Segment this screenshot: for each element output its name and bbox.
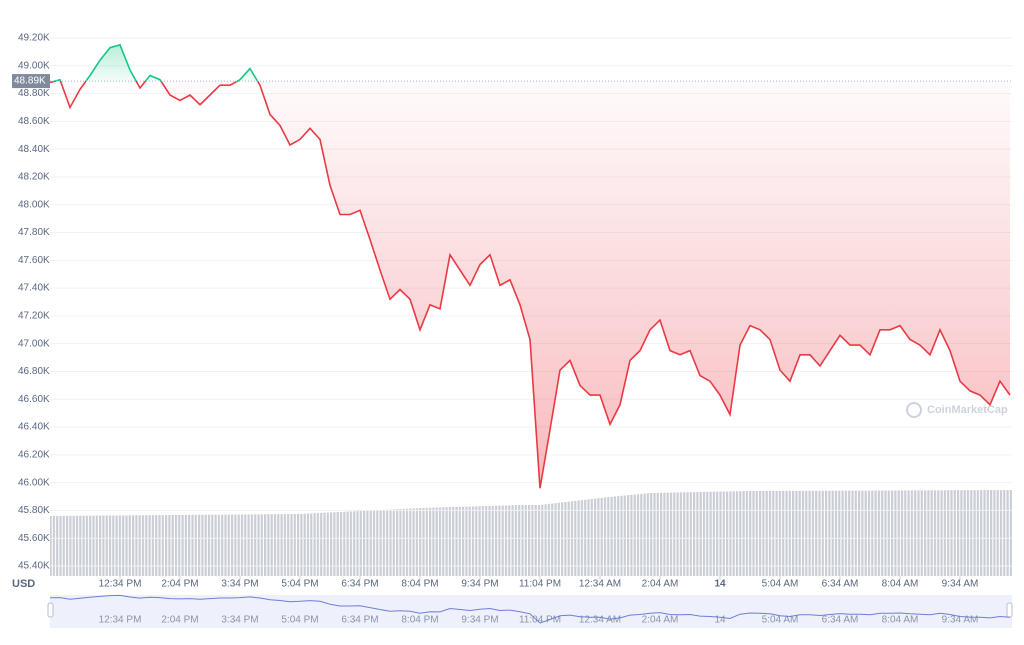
y-tick-label: 48.60K (18, 116, 50, 127)
navigator-label: 6:34 PM (341, 615, 378, 626)
y-tick-label: 46.40K (18, 422, 50, 433)
y-tick-label: 46.20K (18, 449, 50, 460)
x-tick-label: 12:34 AM (579, 579, 621, 590)
navigator-label: 8:04 AM (882, 615, 919, 626)
y-tick-label: 48.40K (18, 144, 50, 155)
watermark: CoinMarketCap (906, 402, 1008, 418)
x-tick-label: 6:34 AM (822, 579, 859, 590)
y-tick-label: 47.40K (18, 283, 50, 294)
navigator-label: 9:34 PM (461, 615, 498, 626)
navigator-label: 12:34 PM (99, 615, 142, 626)
navigator (50, 595, 1012, 628)
navigator-label: 5:04 PM (281, 615, 318, 626)
x-tick-label: 5:04 AM (762, 579, 799, 590)
y-tick-label: 47.80K (18, 227, 50, 238)
y-tick-label: 46.00K (18, 477, 50, 488)
navigator-label: 2:04 PM (161, 615, 198, 626)
x-tick-label: 5:04 PM (281, 579, 318, 590)
reference-badge (12, 74, 50, 89)
navigator-handle[interactable] (1006, 602, 1013, 618)
x-tick-label: 3:34 PM (221, 579, 258, 590)
y-tick-label: 45.40K (18, 561, 50, 572)
y-tick-label: 46.80K (18, 366, 50, 377)
y-tick-label: 46.60K (18, 394, 50, 405)
x-tick-label: 8:04 AM (882, 579, 919, 590)
x-tick-label: 6:34 PM (341, 579, 378, 590)
navigator-label: 5:04 AM (762, 615, 799, 626)
y-tick-label: 45.80K (18, 505, 50, 516)
navigator-label: 14 (714, 615, 726, 626)
navigator-handle[interactable] (47, 602, 54, 618)
navigator-label: 12:34 AM (579, 615, 621, 626)
y-tick-label: 47.60K (18, 255, 50, 266)
y-tick-label: 47.20K (18, 311, 50, 322)
y-tick-label: 47.00K (18, 338, 50, 349)
watermark-text: CoinMarketCap (927, 404, 1008, 416)
reference-label: 48.89K (14, 76, 46, 87)
volume-bars (50, 490, 1012, 576)
x-tick-label: 8:04 PM (401, 579, 438, 590)
x-tick-label: 9:34 PM (461, 579, 498, 590)
price-area (50, 44, 1010, 489)
y-tick-label: 49.20K (18, 33, 50, 44)
navigator-label: 3:34 PM (221, 615, 258, 626)
navigator-label: 6:34 AM (822, 615, 859, 626)
x-tick-label: 14 (714, 579, 726, 590)
y-tick-label: 48.20K (18, 172, 50, 183)
x-tick-label: 11:04 PM (519, 579, 561, 590)
y-tick-label: 48.80K (18, 88, 50, 99)
x-tick-label: 2:04 PM (161, 579, 198, 590)
navigator-label: 9:34 AM (942, 615, 979, 626)
x-tick-label: 2:04 AM (642, 579, 679, 590)
navigator-label: 2:04 AM (642, 615, 679, 626)
currency-label: USD (12, 578, 35, 590)
y-tick-label: 45.60K (18, 533, 50, 544)
navigator-line (49, 594, 1011, 624)
navigator-label: 11:04 PM (519, 615, 561, 626)
price-line (49, 43, 1011, 489)
x-tick-label: 9:34 AM (942, 579, 979, 590)
y-tick-label: 49.00K (18, 60, 50, 71)
navigator-label: 8:04 PM (401, 615, 438, 626)
y-tick-label: 48.00K (18, 199, 50, 210)
x-tick-label: 12:34 PM (99, 579, 142, 590)
